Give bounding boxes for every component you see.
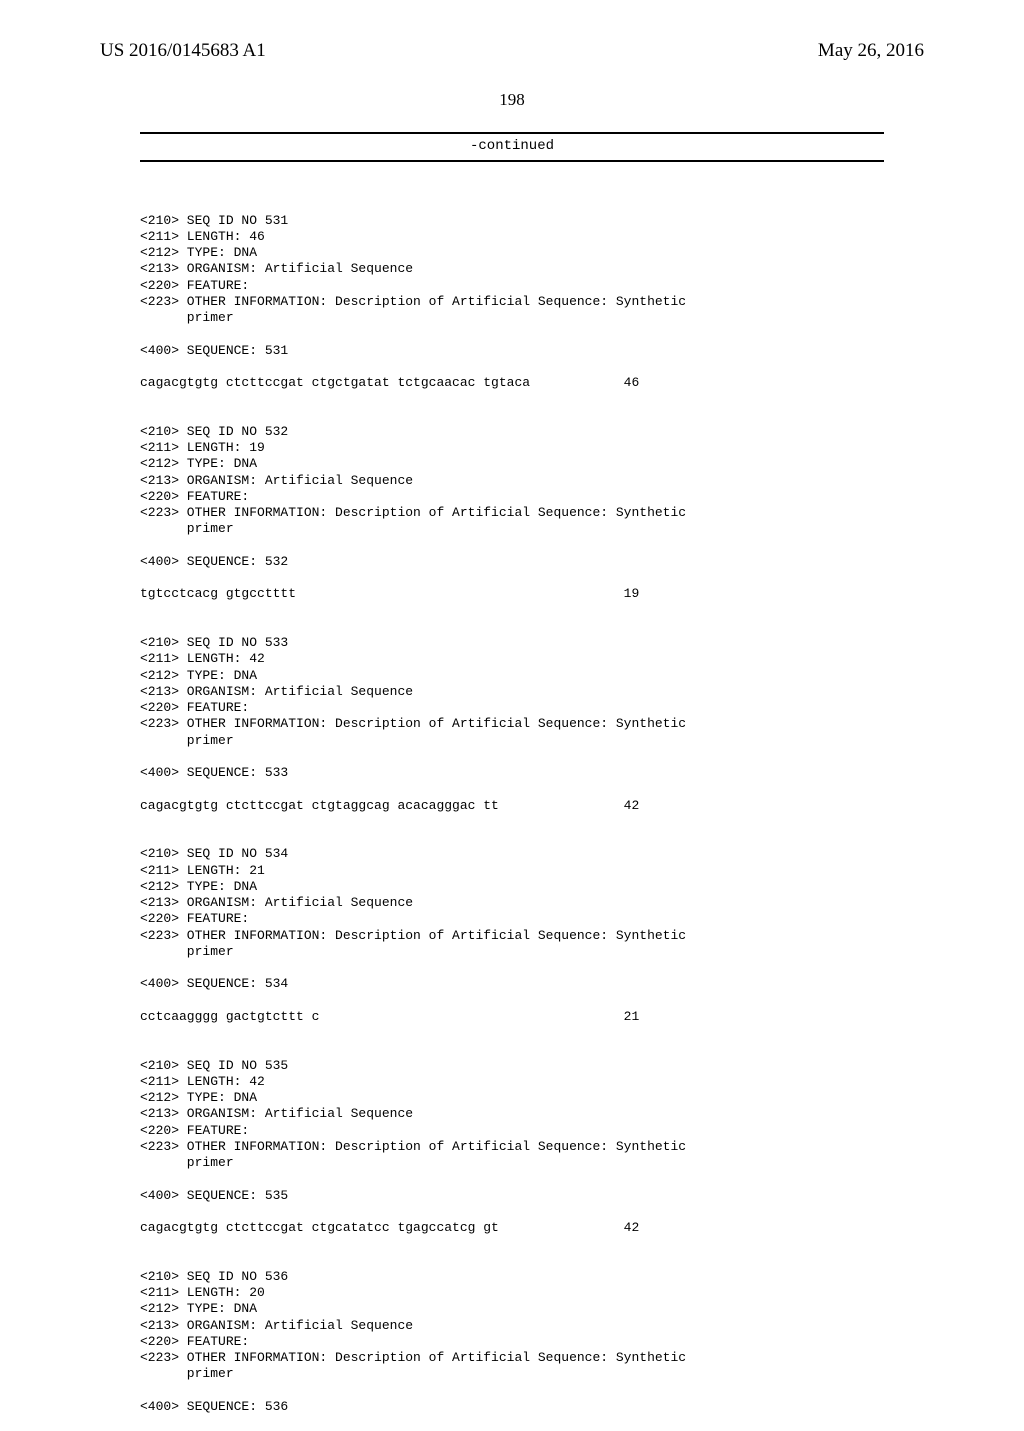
page-header: US 2016/0145683 A1 May 26, 2016 (100, 40, 924, 62)
continued-label: -continued (140, 138, 884, 154)
continued-rule: -continued (140, 132, 884, 162)
page-number: 198 (100, 90, 924, 110)
patent-page: US 2016/0145683 A1 May 26, 2016 198 -con… (0, 0, 1024, 1320)
sequence-listing: <210> SEQ ID NO 531 <211> LENGTH: 46 <21… (140, 180, 884, 1431)
publication-id: US 2016/0145683 A1 (100, 40, 266, 62)
publication-date: May 26, 2016 (818, 40, 924, 62)
